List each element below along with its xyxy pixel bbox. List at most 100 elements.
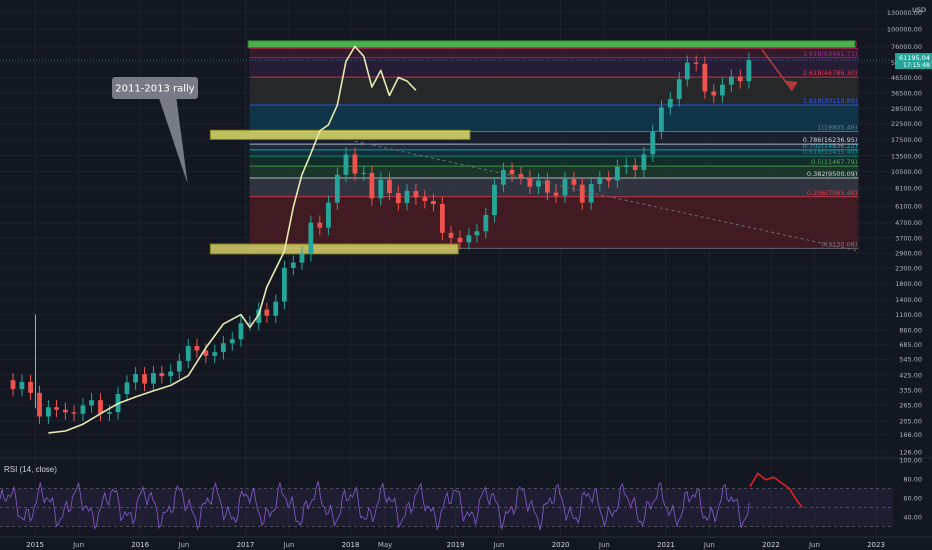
candle-body-37	[326, 202, 331, 228]
arrow-head	[784, 80, 798, 92]
candle-body-58	[509, 169, 515, 175]
fib-level-label-8: 1.618(30110.89)	[803, 97, 858, 105]
rsi-title: RSI (14, close)	[4, 465, 57, 474]
time-tick-label-10: 2020	[552, 541, 570, 549]
candle-body-15	[133, 374, 139, 383]
price-tick-label-5: 36500.00	[891, 89, 922, 97]
candle-body-65	[571, 179, 577, 185]
candle-body-1	[10, 380, 16, 389]
candle-body-27	[238, 323, 244, 340]
price-tick-label-14: 3700.00	[895, 234, 922, 242]
candle-body-49	[431, 201, 436, 205]
candle-body-24	[212, 352, 218, 356]
candle-body-12	[107, 412, 112, 414]
candle-body-28	[247, 322, 253, 324]
candle-body-66	[579, 184, 585, 203]
candle-body-51	[448, 232, 454, 238]
fib-level-label-10: 3.618(63461.71)	[803, 50, 858, 58]
yellow-zone-top	[209, 129, 471, 140]
candle-body-74	[650, 131, 656, 155]
candle-body-40	[352, 154, 358, 174]
candle-body-60	[527, 177, 533, 187]
candle-body-33	[290, 262, 296, 268]
time-tick-label-16: 2023	[867, 541, 885, 549]
green-zone	[247, 40, 856, 49]
fib-zone-9	[249, 57, 859, 78]
fib-level-label-4: 0.618(13435.49)	[803, 148, 858, 156]
candle-body-7	[62, 409, 68, 413]
candle-body-22	[194, 346, 200, 351]
callout-text: 2011-2013 rally	[115, 84, 194, 95]
candle-body-76	[667, 98, 673, 108]
fib-zone-4	[249, 149, 859, 157]
candle-body-10	[89, 400, 94, 406]
price-tick-label-8: 17500.00	[891, 136, 922, 144]
fib-level-label-5: 0.702(14836.22)	[803, 142, 858, 150]
price-tick-label-17: 1800.00	[895, 280, 922, 288]
candle-body-45	[395, 193, 401, 204]
time-tick-label-2: 2016	[131, 541, 149, 549]
current-price-value: 61195.04	[899, 54, 930, 62]
candle-body-16	[142, 374, 147, 384]
callout-box	[112, 77, 198, 99]
time-tick-label-13: Jun	[703, 541, 715, 549]
fib-zone-5	[249, 144, 859, 150]
candle-body-23	[203, 350, 209, 356]
time-tick-label-14: 2022	[762, 541, 780, 549]
fib-zone-10	[249, 48, 859, 58]
candle-body-79	[693, 62, 699, 64]
fib-level-label-6: 0.786(16236.95)	[803, 136, 858, 144]
time-tick-label-9: Jun	[493, 541, 505, 549]
candle-body-70	[614, 166, 620, 181]
price-axis-bg	[893, 0, 932, 550]
fib-level-label-7: 1(19805.49)	[817, 124, 857, 132]
fib-level-label-1: 0.236(7065.48)	[807, 189, 858, 197]
fib-zone-0	[249, 196, 859, 249]
candle-body-38	[334, 174, 340, 203]
drawings[interactable]: 2011-2013 rally	[112, 49, 859, 252]
candle-body-4	[37, 392, 42, 417]
candle-body-80	[702, 63, 708, 92]
price-tick-label-27: 166.00	[899, 431, 922, 439]
price-tick-label-26: 205.00	[899, 418, 922, 426]
candle-body-84	[737, 76, 743, 82]
time-tick-label-5: Jun	[282, 541, 294, 549]
candle-body-20	[176, 360, 182, 372]
candle-body-78	[684, 62, 690, 80]
candle-body-36	[317, 222, 323, 228]
fibonacci-retracement[interactable]: 0(3130.08) 0.236(7065.48) 0.382(9500.09) 0.…	[249, 40, 859, 249]
candle-body-2	[19, 381, 25, 389]
candle-body-63	[553, 192, 559, 196]
candle-body-77	[676, 79, 682, 99]
candle-body-8	[71, 412, 77, 414]
price-axis-unit: USD	[912, 6, 926, 14]
current-price-tag	[895, 53, 932, 70]
price-tick-label-12: 6100.00	[895, 203, 922, 211]
price-tick-label-22: 545.00	[899, 356, 922, 364]
price-tick-label-7: 22500.00	[891, 120, 922, 128]
fib-zone-3	[249, 156, 859, 167]
rsi-tick-label-3: 40.00	[903, 514, 922, 522]
callout-tail	[159, 99, 188, 184]
price-candles	[10, 52, 752, 424]
candle-body-30	[264, 309, 270, 316]
fib-level-label-2: 0.382(9500.09)	[807, 170, 858, 178]
time-axis[interactable]: 2015 Jun 2016 Jun 2017 Jun 2018 May 2019 Jun 2020 J…	[0, 536, 932, 549]
candle-body-46	[404, 190, 410, 204]
price-tick-label-20: 860.00	[899, 327, 922, 335]
current-price-time: 17:15:48	[903, 62, 930, 69]
candle-body-48	[422, 197, 428, 202]
fib-level-label-0: 0(3130.08)	[821, 240, 857, 248]
price-tick-label-9: 13500.00	[891, 152, 922, 160]
rsi-tick-label-2: 60.00	[903, 495, 922, 503]
price-tick-label-15: 2900.00	[895, 250, 922, 258]
fib-level-label-9: 2.618(46786.30)	[803, 69, 858, 77]
candle-body-32	[281, 267, 287, 302]
candle-body-75	[658, 107, 664, 132]
highlight-zones[interactable]	[209, 40, 856, 255]
price-tick-label-2: 76000.00	[891, 43, 922, 51]
candle-body-11	[98, 400, 103, 414]
price-tick-label-18: 1400.00	[895, 296, 922, 304]
time-tick-label-1: Jun	[72, 541, 84, 549]
